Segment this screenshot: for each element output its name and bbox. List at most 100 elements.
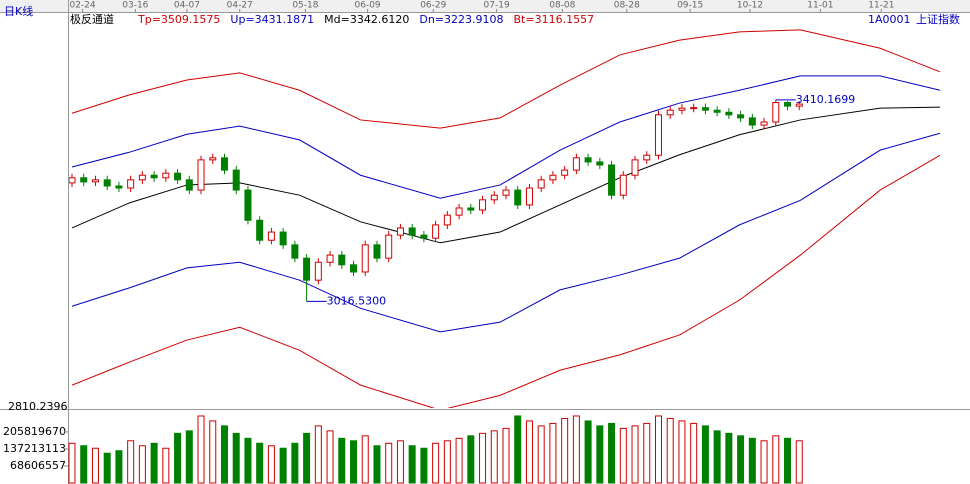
candle-body bbox=[244, 189, 252, 221]
volume-bar bbox=[784, 437, 792, 484]
candle-body bbox=[91, 179, 99, 183]
volume-bar bbox=[209, 420, 217, 484]
volume-bar bbox=[443, 440, 451, 484]
candle-body bbox=[784, 102, 792, 107]
volume-bar bbox=[631, 425, 639, 484]
candle-body bbox=[150, 174, 158, 179]
candle-body bbox=[127, 179, 135, 189]
volume-bar bbox=[396, 440, 404, 484]
volume-bar bbox=[737, 435, 745, 484]
volume-bar bbox=[514, 415, 522, 484]
candle-body bbox=[631, 159, 639, 176]
volume-bar bbox=[748, 437, 756, 484]
candle-body bbox=[514, 189, 522, 206]
x-tick-label: 04-27 bbox=[227, 1, 253, 11]
volume-bar bbox=[608, 422, 616, 484]
volume-bar bbox=[138, 445, 146, 484]
band-line bbox=[71, 132, 941, 333]
candle-body bbox=[443, 214, 451, 226]
x-tick-label: 03-16 bbox=[122, 1, 148, 11]
candle-body bbox=[232, 169, 240, 191]
volume-bar bbox=[68, 442, 76, 484]
candle-body bbox=[666, 109, 674, 116]
candle-body bbox=[138, 174, 146, 181]
volume-bar bbox=[338, 437, 346, 484]
volume-bar bbox=[537, 425, 545, 484]
candle-body bbox=[115, 185, 123, 189]
x-tick-label: 06-09 bbox=[355, 1, 381, 11]
x-tick-label: 02-24 bbox=[69, 1, 95, 11]
candle-body bbox=[502, 189, 510, 196]
volume-bar bbox=[256, 442, 264, 484]
volume-bar bbox=[666, 417, 674, 484]
x-tick-label: 08-08 bbox=[549, 1, 575, 11]
candle-body bbox=[795, 103, 803, 107]
volume-bar bbox=[572, 415, 580, 484]
volume-bar bbox=[385, 442, 393, 484]
volume-bar bbox=[713, 430, 721, 484]
candle-body bbox=[361, 244, 369, 273]
volume-tick-label: 68606557 bbox=[10, 459, 66, 472]
candle-body bbox=[549, 174, 557, 181]
volume-bar bbox=[420, 447, 428, 484]
candle-body bbox=[326, 254, 334, 263]
candle-body bbox=[197, 159, 205, 191]
volume-bar bbox=[725, 432, 733, 484]
band-value: Up=3431.1871 bbox=[230, 13, 314, 26]
candle-body bbox=[678, 107, 686, 111]
candle-body bbox=[596, 161, 604, 166]
volume-bar bbox=[561, 417, 569, 484]
candle-body bbox=[701, 107, 709, 111]
candle-body bbox=[654, 114, 662, 156]
candle-body bbox=[256, 219, 264, 241]
volume-bar bbox=[291, 442, 299, 484]
candle-body bbox=[209, 157, 217, 161]
volume-bar bbox=[350, 440, 358, 484]
band-value: Tp=3509.1575 bbox=[137, 13, 220, 26]
candle-body bbox=[338, 254, 346, 266]
x-tick-label: 11-01 bbox=[807, 1, 833, 11]
volume-bar bbox=[772, 435, 780, 484]
candle-body bbox=[385, 234, 393, 259]
candle-body bbox=[350, 264, 358, 273]
volume-bar bbox=[373, 445, 381, 484]
candle-body bbox=[608, 164, 616, 196]
volume-bar bbox=[525, 420, 533, 484]
chart-title: 日K线 bbox=[4, 4, 33, 18]
candle-body bbox=[537, 179, 545, 189]
candle-body bbox=[760, 121, 768, 126]
volume-tick-label: 205819670 bbox=[3, 425, 66, 438]
candle-body bbox=[479, 199, 487, 211]
volume-bar bbox=[654, 415, 662, 484]
volume-bar bbox=[185, 430, 193, 484]
candle-body bbox=[314, 261, 322, 281]
candle-body bbox=[103, 179, 111, 187]
volume-bar bbox=[619, 427, 627, 484]
x-tick-label: 05-18 bbox=[292, 1, 318, 11]
volume-bar bbox=[678, 420, 686, 484]
volume-bar bbox=[91, 447, 99, 484]
volume-bar bbox=[502, 427, 510, 484]
volume-bar bbox=[267, 445, 275, 484]
candle-body bbox=[267, 231, 275, 241]
candle-body bbox=[690, 107, 698, 110]
candle-body bbox=[561, 169, 569, 176]
volume-bar bbox=[326, 430, 334, 484]
candle-body bbox=[748, 117, 756, 126]
volume-bar bbox=[361, 435, 369, 484]
header-bar bbox=[0, 0, 970, 12]
candle-body bbox=[162, 172, 170, 179]
symbol-name: 上证指数 bbox=[916, 12, 960, 26]
x-tick-label: 07-19 bbox=[484, 1, 510, 11]
candle-body bbox=[220, 157, 228, 171]
volume-bar bbox=[279, 447, 287, 484]
annotation-label: 3016.5300 bbox=[327, 294, 387, 307]
candle-body bbox=[525, 187, 533, 206]
volume-bar bbox=[197, 415, 205, 484]
band-line bbox=[71, 29, 941, 129]
candle-body bbox=[396, 227, 404, 236]
candle-body bbox=[80, 177, 88, 183]
candle-body bbox=[174, 172, 182, 181]
plot bbox=[69, 29, 941, 408]
